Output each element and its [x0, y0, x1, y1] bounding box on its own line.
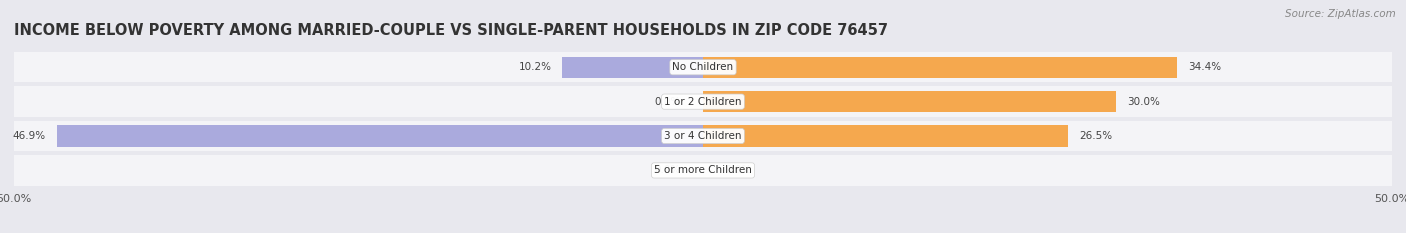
Text: INCOME BELOW POVERTY AMONG MARRIED-COUPLE VS SINGLE-PARENT HOUSEHOLDS IN ZIP COD: INCOME BELOW POVERTY AMONG MARRIED-COUPL… — [14, 24, 889, 38]
Bar — [14, 121, 703, 151]
Bar — [56, 125, 703, 147]
Text: 5 or more Children: 5 or more Children — [654, 165, 752, 175]
Text: 3 or 4 Children: 3 or 4 Children — [664, 131, 742, 141]
Text: 0.0%: 0.0% — [655, 165, 681, 175]
Text: 34.4%: 34.4% — [1188, 62, 1222, 72]
Bar — [14, 86, 703, 117]
Bar — [703, 86, 1392, 117]
Text: 46.9%: 46.9% — [13, 131, 46, 141]
Text: 1 or 2 Children: 1 or 2 Children — [664, 97, 742, 107]
Bar — [14, 52, 703, 82]
Text: 0.0%: 0.0% — [655, 97, 681, 107]
Text: Source: ZipAtlas.com: Source: ZipAtlas.com — [1285, 9, 1396, 19]
Bar — [703, 125, 1069, 147]
Text: 30.0%: 30.0% — [1128, 97, 1160, 107]
Bar — [703, 91, 1116, 112]
Text: 0.0%: 0.0% — [725, 165, 751, 175]
Text: 26.5%: 26.5% — [1080, 131, 1112, 141]
Bar — [562, 57, 703, 78]
Bar — [703, 52, 1392, 82]
Bar — [703, 57, 1177, 78]
Bar — [703, 155, 1392, 185]
Bar — [14, 155, 703, 185]
Text: 10.2%: 10.2% — [519, 62, 551, 72]
Bar — [703, 121, 1392, 151]
Text: No Children: No Children — [672, 62, 734, 72]
